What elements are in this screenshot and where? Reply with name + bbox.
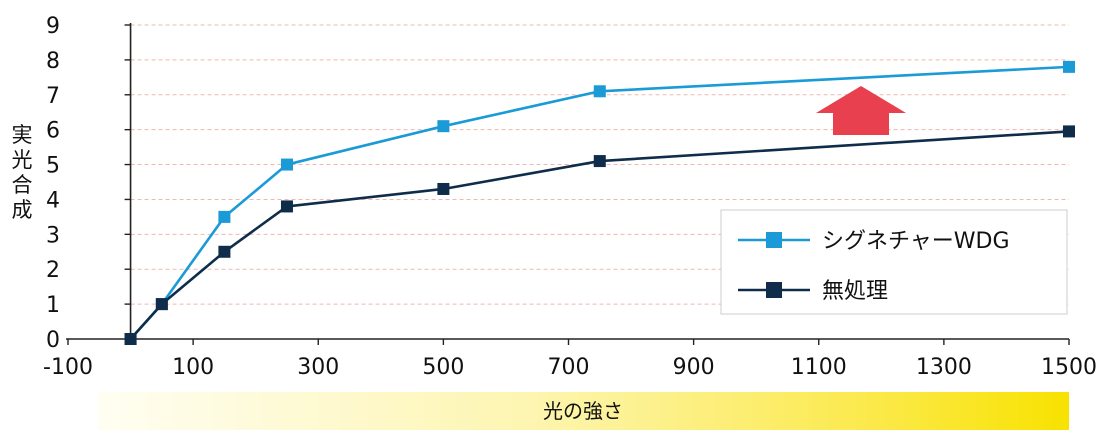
data-point (1063, 60, 1075, 73)
axes (66, 23, 1069, 340)
y-tick-label: 9 (46, 14, 60, 39)
x-tick-label: 100 (172, 355, 214, 380)
legend-swatch-marker (766, 232, 782, 248)
data-point (218, 210, 231, 223)
x-axis-ticks: -100 100 300 500 700 900 1100 1300 1500 (43, 339, 1097, 380)
y-tick-label: 2 (46, 258, 60, 283)
data-point (155, 298, 168, 311)
x-tick-label: 700 (548, 355, 590, 380)
y-axis-label-char: 実 (12, 123, 33, 147)
light-intensity-band: 光の強さ (98, 392, 1069, 430)
y-tick-label: 7 (46, 84, 60, 109)
data-point (280, 200, 293, 213)
y-tick-label: 3 (46, 223, 60, 248)
y-tick-label: 0 (46, 328, 60, 353)
light-intensity-label: 光の強さ (543, 399, 623, 423)
data-point (437, 120, 450, 133)
legend-box (720, 209, 1068, 315)
y-tick-label: 8 (46, 49, 60, 74)
x-tick-label: 900 (673, 355, 715, 380)
x-tick-label: 500 (422, 355, 464, 380)
series-untreated (124, 125, 1075, 345)
y-axis-label-char: 成 (12, 198, 33, 222)
y-axis-label-char: 合 (12, 173, 33, 197)
y-tick-label: 1 (46, 293, 60, 318)
data-point (593, 155, 606, 168)
data-point (124, 333, 137, 345)
y-tick-label: 5 (46, 154, 60, 179)
x-tick-label: 1300 (916, 355, 972, 380)
x-tick-label: 300 (297, 355, 339, 380)
increase-arrow (816, 86, 906, 135)
data-point (437, 182, 450, 195)
y-axis-label-char: 光 (12, 148, 33, 172)
legend-label: 無処理 (822, 279, 888, 304)
light-intensity-gradient-bar (98, 392, 1069, 430)
data-point (1063, 125, 1075, 138)
up-arrow-icon (816, 86, 906, 135)
y-tick-label: 6 (46, 119, 60, 144)
series-layer (124, 60, 1075, 345)
x-tick-label: 1500 (1041, 355, 1097, 380)
x-tick-label: 1100 (791, 355, 847, 380)
legend-swatch-marker (766, 282, 782, 298)
data-point (280, 158, 293, 171)
legend: シグネチャーWDG 無処理 (720, 209, 1068, 315)
y-tick-label: 4 (46, 188, 60, 213)
data-point (593, 85, 606, 98)
y-axis-ticks: 0 1 2 3 4 5 6 7 8 9 (46, 14, 131, 353)
data-point (218, 245, 231, 258)
x-tick-label: -100 (43, 355, 93, 380)
legend-label: シグネチャーWDG (822, 229, 1010, 254)
